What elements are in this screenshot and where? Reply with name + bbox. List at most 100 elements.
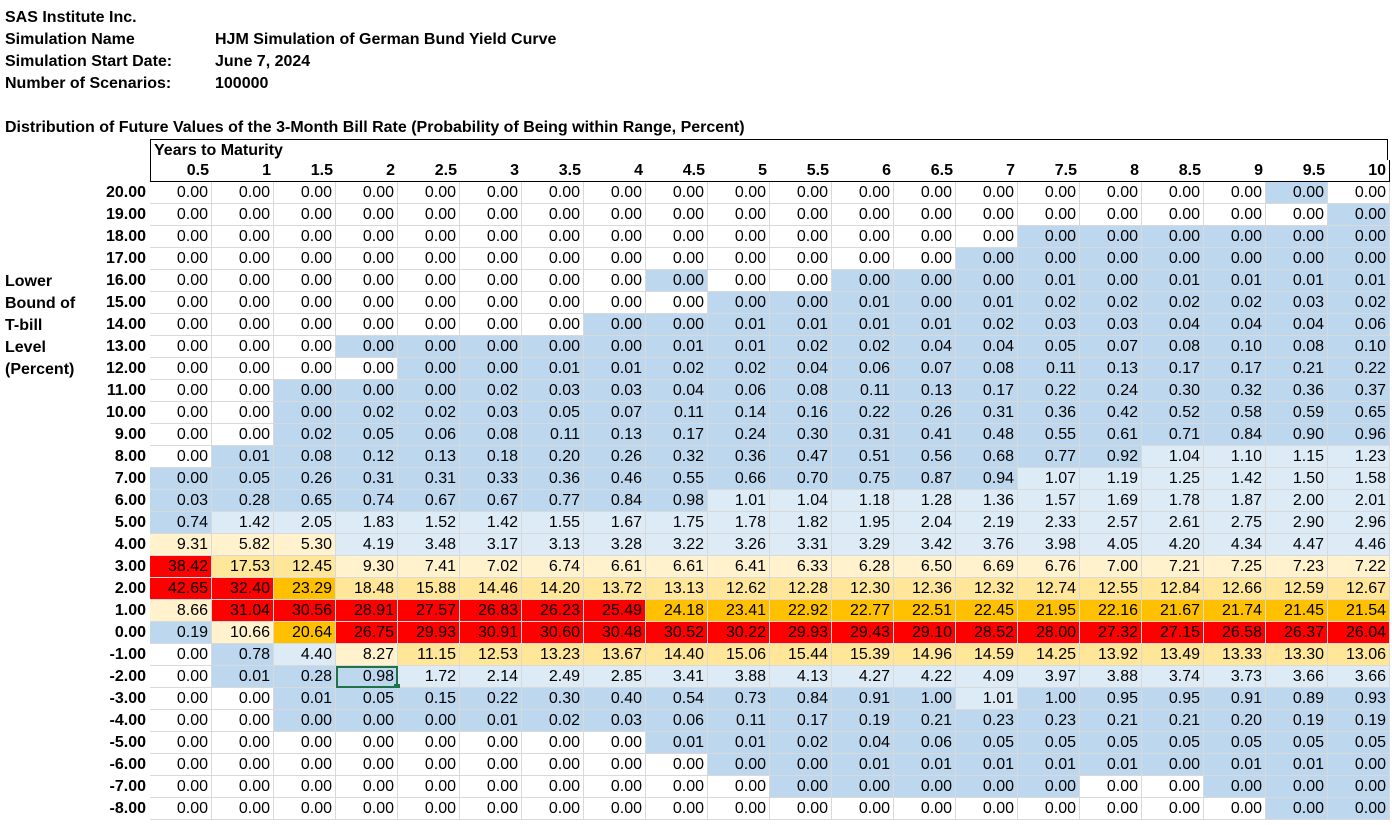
table-cell[interactable]: 0.00	[1266, 204, 1328, 226]
table-cell[interactable]: 6.74	[522, 556, 584, 578]
table-cell[interactable]: 0.31	[956, 402, 1018, 424]
table-cell[interactable]: 1.36	[956, 490, 1018, 512]
table-cell[interactable]: 4.46	[1328, 534, 1390, 556]
table-cell[interactable]: 2.04	[894, 512, 956, 534]
table-cell[interactable]: 29.93	[770, 622, 832, 644]
table-cell[interactable]: 0.84	[584, 490, 646, 512]
table-cell[interactable]: 0.01	[708, 314, 770, 336]
table-cell[interactable]: 0.00	[522, 754, 584, 776]
table-cell[interactable]: 0.01	[832, 292, 894, 314]
table-cell[interactable]: 0.00	[398, 776, 460, 798]
table-cell[interactable]: 0.01	[1142, 270, 1204, 292]
table-cell[interactable]: 0.00	[274, 798, 336, 820]
table-cell[interactable]: 0.01	[708, 336, 770, 358]
table-cell[interactable]: 0.23	[1018, 710, 1080, 732]
table-cell[interactable]: 0.00	[212, 710, 274, 732]
table-cell[interactable]: 0.00	[522, 248, 584, 270]
table-cell[interactable]: 0.00	[1080, 248, 1142, 270]
table-cell[interactable]: 1.78	[708, 512, 770, 534]
table-cell[interactable]: 30.48	[584, 622, 646, 644]
table-cell[interactable]: 0.00	[398, 710, 460, 732]
table-cell[interactable]: 7.02	[460, 556, 522, 578]
column-header[interactable]: 3.5	[522, 160, 584, 182]
table-cell[interactable]: 0.16	[770, 402, 832, 424]
table-cell[interactable]: 0.11	[832, 380, 894, 402]
table-cell[interactable]: 10.66	[212, 622, 274, 644]
table-cell[interactable]: 0.19	[832, 710, 894, 732]
table-cell[interactable]: 0.01	[212, 446, 274, 468]
table-cell[interactable]: 13.30	[1266, 644, 1328, 666]
table-cell[interactable]: 0.26	[894, 402, 956, 424]
table-cell[interactable]: 0.00	[1328, 754, 1390, 776]
table-cell[interactable]: 0.00	[274, 292, 336, 314]
table-cell[interactable]: 0.00	[212, 424, 274, 446]
table-cell[interactable]: 1.15	[1266, 446, 1328, 468]
table-cell[interactable]: 0.17	[1204, 358, 1266, 380]
table-cell[interactable]: 0.00	[274, 270, 336, 292]
table-cell[interactable]: 0.51	[832, 446, 894, 468]
table-cell[interactable]: 0.00	[274, 314, 336, 336]
table-cell[interactable]: 0.73	[708, 688, 770, 710]
table-cell[interactable]: 0.00	[646, 182, 708, 204]
table-cell[interactable]: 0.00	[708, 204, 770, 226]
table-cell[interactable]: 4.13	[770, 666, 832, 688]
table-cell[interactable]: 0.01	[832, 314, 894, 336]
table-cell[interactable]: 0.30	[522, 688, 584, 710]
table-cell[interactable]: 0.94	[956, 468, 1018, 490]
table-cell[interactable]: 0.00	[460, 798, 522, 820]
table-cell[interactable]: 0.02	[1142, 292, 1204, 314]
table-cell[interactable]: 0.15	[398, 688, 460, 710]
table-cell[interactable]: 1.87	[1204, 490, 1266, 512]
table-cell[interactable]: 13.72	[584, 578, 646, 600]
table-cell[interactable]: 26.58	[1204, 622, 1266, 644]
table-cell[interactable]: 0.01	[956, 292, 1018, 314]
table-cell[interactable]: 1.95	[832, 512, 894, 534]
table-cell[interactable]: 0.00	[212, 688, 274, 710]
table-cell[interactable]: 0.20	[1204, 710, 1266, 732]
table-cell[interactable]: 8.66	[150, 600, 212, 622]
table-cell[interactable]: 1.18	[832, 490, 894, 512]
table-cell[interactable]: 0.74	[336, 490, 398, 512]
table-cell[interactable]: 0.00	[584, 182, 646, 204]
table-cell[interactable]: 0.95	[1080, 688, 1142, 710]
table-cell[interactable]: 0.00	[460, 182, 522, 204]
table-cell[interactable]: 0.30	[1142, 380, 1204, 402]
table-cell[interactable]: 5.30	[274, 534, 336, 556]
table-cell[interactable]: 0.61	[1080, 424, 1142, 446]
table-cell[interactable]: 0.01	[894, 314, 956, 336]
column-header[interactable]: 4	[584, 160, 646, 182]
table-cell[interactable]: 0.00	[460, 732, 522, 754]
table-cell[interactable]: 0.04	[1266, 314, 1328, 336]
table-cell[interactable]: 0.00	[150, 468, 212, 490]
table-cell[interactable]: 0.01	[212, 666, 274, 688]
column-header[interactable]: 4.5	[646, 160, 708, 182]
table-cell[interactable]: 26.37	[1266, 622, 1328, 644]
table-cell[interactable]: 30.91	[460, 622, 522, 644]
table-cell[interactable]: 1.28	[894, 490, 956, 512]
table-cell[interactable]: 0.00	[212, 182, 274, 204]
table-cell[interactable]: 0.00	[770, 798, 832, 820]
table-cell[interactable]: 0.03	[584, 380, 646, 402]
table-cell[interactable]: 0.00	[150, 336, 212, 358]
table-cell[interactable]: 0.00	[584, 204, 646, 226]
table-cell[interactable]: 0.00	[1080, 798, 1142, 820]
table-cell[interactable]: 0.00	[274, 776, 336, 798]
table-cell[interactable]: 0.00	[708, 182, 770, 204]
table-cell[interactable]: 0.00	[460, 204, 522, 226]
table-cell[interactable]: 0.00	[1142, 182, 1204, 204]
table-cell[interactable]: 0.00	[522, 182, 584, 204]
table-cell[interactable]: 0.31	[336, 468, 398, 490]
table-cell[interactable]: 0.00	[150, 314, 212, 336]
table-cell[interactable]: 2.85	[584, 666, 646, 688]
table-cell[interactable]: 4.22	[894, 666, 956, 688]
table-cell[interactable]: 0.00	[894, 798, 956, 820]
table-cell[interactable]: 0.00	[646, 798, 708, 820]
column-header[interactable]: 7	[956, 160, 1018, 182]
table-cell[interactable]: 0.00	[460, 776, 522, 798]
table-cell[interactable]: 17.53	[212, 556, 274, 578]
table-cell[interactable]: 0.17	[770, 710, 832, 732]
table-cell[interactable]: 1.42	[212, 512, 274, 534]
table-cell[interactable]: 0.91	[832, 688, 894, 710]
table-cell[interactable]: 27.15	[1142, 622, 1204, 644]
table-cell[interactable]: 6.61	[646, 556, 708, 578]
